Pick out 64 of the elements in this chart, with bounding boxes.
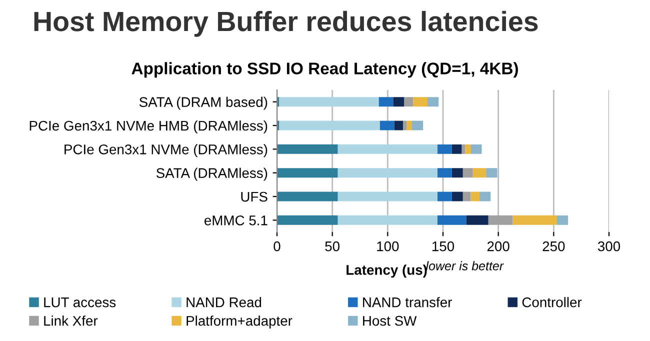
x-tick-label: 0 xyxy=(274,241,280,252)
bar xyxy=(462,192,471,202)
bar xyxy=(403,120,406,130)
bar xyxy=(488,215,513,225)
bar xyxy=(406,120,412,130)
bar xyxy=(437,215,466,225)
bar xyxy=(279,120,380,130)
bar xyxy=(465,144,471,154)
bar xyxy=(277,192,338,202)
bar xyxy=(338,215,438,225)
text: lower is better xyxy=(426,261,504,270)
bar xyxy=(394,120,404,130)
bar xyxy=(277,215,338,225)
legend-label: LUT access xyxy=(44,298,116,308)
x-tick-label: 100 xyxy=(377,241,399,252)
x-tick-label: 300 xyxy=(598,241,620,252)
x-tick-label: 150 xyxy=(432,241,454,252)
legend-label: Link Xfer xyxy=(44,316,98,326)
x-tick-label: 50 xyxy=(325,241,340,252)
y-tick-label: UFS xyxy=(241,192,268,202)
bar xyxy=(279,97,379,107)
bar xyxy=(512,215,557,225)
bar xyxy=(470,192,480,202)
bar xyxy=(486,168,498,178)
bar xyxy=(393,97,404,107)
bar xyxy=(277,168,338,178)
y-tick-label: eMMC 5.1 xyxy=(204,216,268,226)
bar xyxy=(428,97,439,107)
x-tick-label: 200 xyxy=(487,241,510,252)
bar xyxy=(378,97,394,107)
bar xyxy=(452,192,463,202)
x-axis-title: Latency (us) xyxy=(346,264,427,278)
bar xyxy=(277,144,338,154)
bar xyxy=(380,120,394,130)
legend-label: NAND transfer xyxy=(363,297,452,308)
bar xyxy=(470,144,482,154)
bar xyxy=(480,192,491,202)
y-tick-label: PCIe Gen3x1 NVMe HMB (DRAMless) xyxy=(30,120,268,134)
y-tick-label: SATA (DRAM based) xyxy=(139,96,268,110)
y-tick-label: SATA (DRAMless) xyxy=(156,168,268,181)
chart-subtitle: Application to SSD IO Read Latency (QD=1, 4KB) xyxy=(132,62,518,78)
bar xyxy=(338,192,438,202)
legend-label: Controller xyxy=(522,297,582,308)
bar xyxy=(437,144,452,154)
bar xyxy=(404,97,414,107)
bar xyxy=(412,120,424,130)
bar xyxy=(338,144,438,154)
bar xyxy=(338,168,438,178)
bar xyxy=(556,215,568,225)
chart-title: Host Memory Buffer reduces latencies xyxy=(34,10,538,37)
x-tick-label: 250 xyxy=(542,241,565,252)
bar xyxy=(472,168,486,178)
legend-label: Host SW xyxy=(363,316,417,326)
bar xyxy=(452,144,462,154)
bar xyxy=(462,144,466,154)
bar xyxy=(413,97,428,107)
bar xyxy=(437,192,452,202)
bar xyxy=(466,215,488,225)
bar xyxy=(452,168,463,178)
legend-label: NAND Read xyxy=(186,297,262,308)
bar xyxy=(437,168,452,178)
bar xyxy=(462,168,473,178)
y-tick-label: PCIe Gen3x1 NVMe (DRAMless) xyxy=(64,144,268,158)
legend-label: Platform+adapter xyxy=(186,316,292,328)
